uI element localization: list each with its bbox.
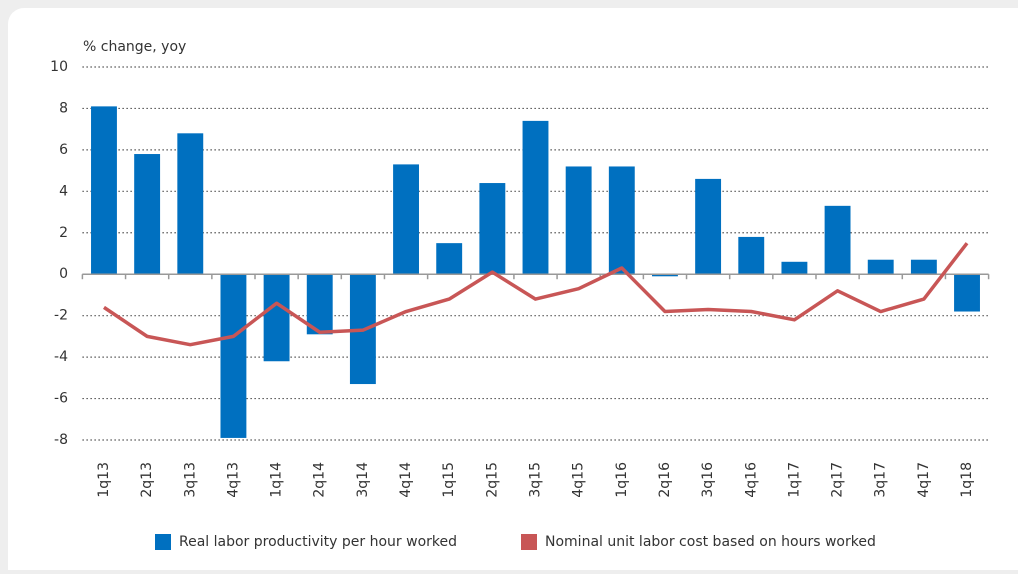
x-tick-label: 2q17 bbox=[830, 462, 846, 498]
x-tick-label: 3q16 bbox=[700, 462, 716, 498]
y-tick-label: 4 bbox=[59, 183, 68, 199]
x-tick-label: 2q13 bbox=[139, 462, 155, 498]
x-tick-label: 1q16 bbox=[614, 462, 630, 498]
y-tick-label: 8 bbox=[59, 100, 68, 116]
bar bbox=[522, 120, 549, 275]
legend-label: Real labor productivity per hour worked bbox=[179, 534, 457, 550]
bar bbox=[652, 274, 678, 277]
y-tick-label: 0 bbox=[59, 266, 68, 282]
x-tick-label: 4q17 bbox=[916, 462, 932, 498]
y-tick-label: -8 bbox=[54, 432, 68, 448]
bar bbox=[436, 243, 463, 275]
x-tick-label: 4q14 bbox=[398, 462, 414, 498]
x-tick-label: 3q13 bbox=[182, 462, 198, 498]
bar bbox=[220, 274, 247, 438]
x-tick-label: 2q16 bbox=[657, 462, 673, 498]
bar bbox=[824, 205, 851, 275]
y-tick-label: -2 bbox=[54, 308, 68, 324]
y-tick-label: 6 bbox=[59, 142, 68, 158]
y-tick-label: 10 bbox=[50, 59, 68, 75]
bar bbox=[781, 261, 808, 275]
x-tick-label: 3q14 bbox=[355, 462, 371, 498]
bar bbox=[306, 274, 333, 335]
x-tick-label: 1q17 bbox=[786, 462, 802, 498]
x-tick-label: 4q13 bbox=[225, 462, 241, 498]
legend-swatch bbox=[521, 534, 537, 550]
bar bbox=[479, 183, 506, 275]
y-tick-label: 2 bbox=[59, 225, 68, 241]
bar bbox=[695, 178, 722, 275]
bar bbox=[954, 274, 980, 312]
bar bbox=[608, 166, 635, 275]
line bbox=[102, 242, 969, 347]
bar bbox=[263, 274, 290, 362]
bar bbox=[393, 164, 419, 275]
legend-label: Nominal unit labor cost based on hours w… bbox=[545, 534, 876, 550]
bar bbox=[134, 154, 161, 275]
legend-swatch bbox=[155, 534, 171, 550]
card bbox=[8, 8, 1018, 574]
x-tick-label: 3q17 bbox=[873, 462, 889, 498]
y-tick-label: -6 bbox=[54, 391, 68, 407]
bar bbox=[91, 106, 117, 275]
x-tick-label: 2q15 bbox=[484, 462, 500, 498]
y-axis-label: % change, yoy bbox=[83, 39, 186, 55]
x-tick-label: 4q16 bbox=[743, 462, 759, 498]
x-tick-label: 1q13 bbox=[96, 462, 112, 498]
x-tick-label: 3q15 bbox=[528, 462, 544, 498]
bar bbox=[867, 259, 894, 275]
x-tick-label: 1q14 bbox=[269, 462, 285, 498]
y-tick-label: -4 bbox=[54, 349, 68, 365]
bar bbox=[910, 259, 937, 275]
x-tick-label: 2q14 bbox=[312, 462, 328, 498]
bar bbox=[177, 133, 204, 275]
x-tick-label: 1q18 bbox=[959, 462, 975, 498]
x-tick-label: 1q15 bbox=[441, 462, 457, 498]
x-tick-label: 4q15 bbox=[571, 462, 587, 498]
bar bbox=[565, 166, 592, 275]
bar bbox=[738, 236, 765, 275]
